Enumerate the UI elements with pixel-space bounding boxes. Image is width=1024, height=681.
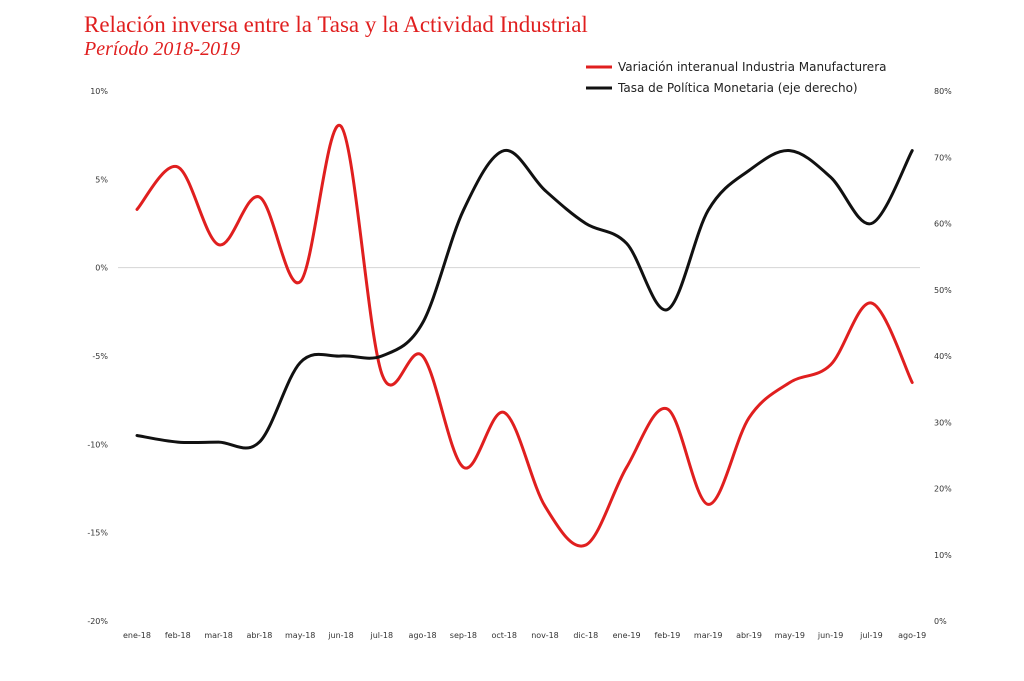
x-axis-tick-label: may-19 xyxy=(775,631,805,640)
series-manufacturing-line xyxy=(135,123,914,548)
x-axis-tick-label: feb-19 xyxy=(654,631,680,640)
right-axis-tick-label: 50% xyxy=(934,286,952,295)
x-axis-tick-label: dic-18 xyxy=(573,631,598,640)
right-axis-tick-label: 60% xyxy=(934,220,952,229)
right-axis-tick-label: 40% xyxy=(934,352,952,361)
series-policy-rate-line xyxy=(135,149,914,450)
x-axis-tick-label: jun-18 xyxy=(327,631,353,640)
right-axis-tick-label: 20% xyxy=(934,485,952,494)
right-axis-tick-label: 30% xyxy=(934,418,952,427)
chart-subtitle: Período 2018-2019 xyxy=(84,38,241,60)
left-axis-tick-label: 10% xyxy=(90,87,108,96)
legend: Variación interanual Industria Manufactu… xyxy=(586,60,886,95)
left-axis-tick-label: -5% xyxy=(92,352,108,361)
x-axis-tick-label: ene-19 xyxy=(613,631,641,640)
chart-title: Relación inversa entre la Tasa y la Acti… xyxy=(84,12,588,37)
left-axis-tick-label: -15% xyxy=(87,529,108,538)
x-axis-tick-label: oct-18 xyxy=(491,631,517,640)
left-axis-tick-label: -10% xyxy=(87,440,108,449)
left-axis-tick-label: 0% xyxy=(95,264,108,273)
x-axis-tick-label: ago-19 xyxy=(898,631,926,640)
x-axis-tick-label: jul-19 xyxy=(859,631,883,640)
right-axis-tick-label: 10% xyxy=(934,551,952,560)
right-axis-tick-label: 70% xyxy=(934,153,952,162)
x-axis-tick-label: abr-19 xyxy=(736,631,762,640)
x-axis-tick-label: may-18 xyxy=(285,631,315,640)
x-axis-tick-label: feb-18 xyxy=(165,631,191,640)
x-axis-tick-label: mar-18 xyxy=(204,631,233,640)
x-axis-tick-label: nov-18 xyxy=(531,631,559,640)
x-axis-tick-label: mar-19 xyxy=(694,631,723,640)
x-axis-tick-label: ago-18 xyxy=(409,631,437,640)
x-axis-tick-label: ene-18 xyxy=(123,631,151,640)
right-axis-tick-label: 0% xyxy=(934,617,947,626)
right-axis-tick-label: 80% xyxy=(934,87,952,96)
x-axis-tick-label: jul-18 xyxy=(370,631,394,640)
left-axis-tick-label: -20% xyxy=(87,617,108,626)
legend-label-policy-rate: Tasa de Política Monetaria (eje derecho) xyxy=(617,81,858,95)
left-axis-tick-label: 5% xyxy=(95,175,108,184)
x-axis-tick-label: jun-19 xyxy=(817,631,843,640)
x-axis-tick-label: sep-18 xyxy=(450,631,477,640)
legend-label-manufacturing: Variación interanual Industria Manufactu… xyxy=(618,60,886,74)
x-axis-tick-label: abr-18 xyxy=(246,631,272,640)
